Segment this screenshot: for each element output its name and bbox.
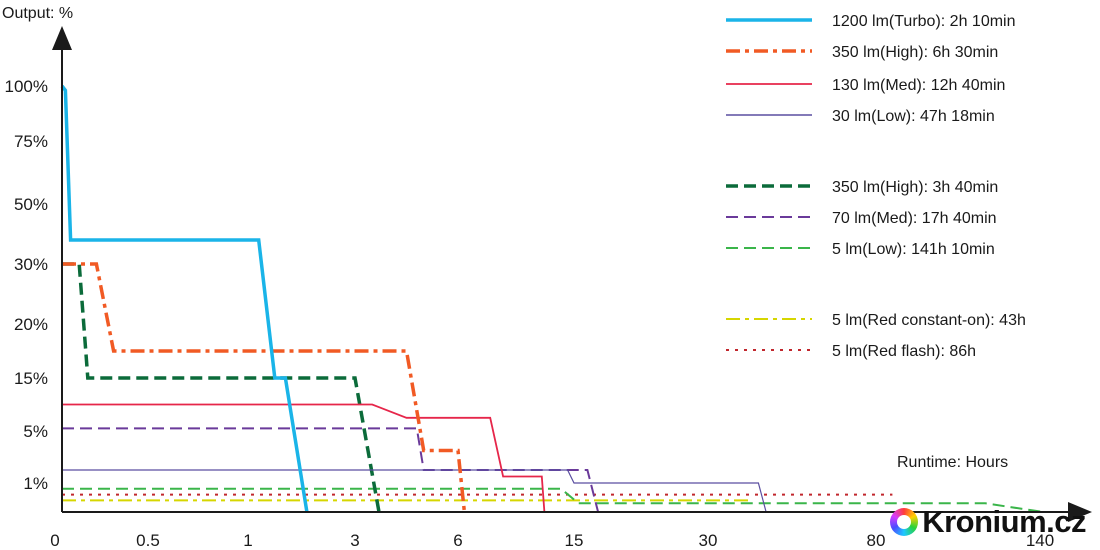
legend-label: 130 lm(Med): 12h 40min <box>832 77 1005 94</box>
legend-label: 1200 lm(Turbo): 2h 10min <box>832 13 1016 30</box>
legend-label: 5 lm(Low): 141h 10min <box>832 241 995 258</box>
series-line-1200-lm-turbo-2h-10min <box>60 84 309 513</box>
y-tick-label: 5% <box>23 422 48 441</box>
x-tick-label: 3 <box>350 531 359 550</box>
x-axis-arrow <box>1068 502 1092 522</box>
y-axis-arrow <box>52 26 72 50</box>
y-tick-label: 20% <box>14 315 48 334</box>
y-tick-label: 15% <box>14 369 48 388</box>
watermark-text: Kronium.cz <box>922 504 1086 539</box>
legend-label: 30 lm(Low): 47h 18min <box>832 108 995 125</box>
x-tick-label: 80 <box>867 531 886 550</box>
series-layer <box>60 84 1044 513</box>
y-tick-label: 100% <box>5 77 48 96</box>
series-line-5-lm-low-141h-10min <box>62 487 1044 513</box>
legend-label: 5 lm(Red flash): 86h <box>832 343 976 360</box>
x-tick-label: 1 <box>243 531 252 550</box>
legend-label: 350 lm(High): 3h 40min <box>832 179 998 196</box>
legend: 1200 lm(Turbo): 2h 10min 350 lm(High): 6h… <box>726 13 1026 360</box>
y-tick-label: 30% <box>14 255 48 274</box>
x-tick-label: 15 <box>565 531 584 550</box>
x-tick-label: 0.5 <box>136 531 160 550</box>
series-line-350-lm-high-6h-30min <box>62 262 467 513</box>
series-line-30-lm-low-47h-18min <box>62 469 767 513</box>
legend-label: 350 lm(High): 6h 30min <box>832 44 998 61</box>
y-tick-label: 50% <box>14 195 48 214</box>
y-tick-label: 75% <box>14 132 48 151</box>
x-tick-label: 140 <box>1026 531 1054 550</box>
legend-label: 5 lm(Red constant-on): 43h <box>832 312 1026 329</box>
x-axis-title: Runtime: Hours <box>897 454 1008 471</box>
series-line-130-lm-med-12h-40min <box>62 403 546 513</box>
x-tick-label: 0 <box>50 531 59 550</box>
legend-label: 70 lm(Med): 17h 40min <box>832 210 997 227</box>
x-tick-label: 6 <box>453 531 462 550</box>
watermark: Kronium.cz <box>890 504 1086 540</box>
color-ring-logo-icon <box>890 508 919 536</box>
series-line-350-lm-high-3h-40min <box>62 262 381 513</box>
x-tick-label: 30 <box>699 531 718 550</box>
y-axis-title: Output: % <box>2 5 73 22</box>
tick-labels: 0 0.5 1 3 6 15 30 80 140 1% 5% 15% 20% 30% 50% 75% 100% <box>5 77 1055 550</box>
y-tick-label: 1% <box>23 474 48 493</box>
